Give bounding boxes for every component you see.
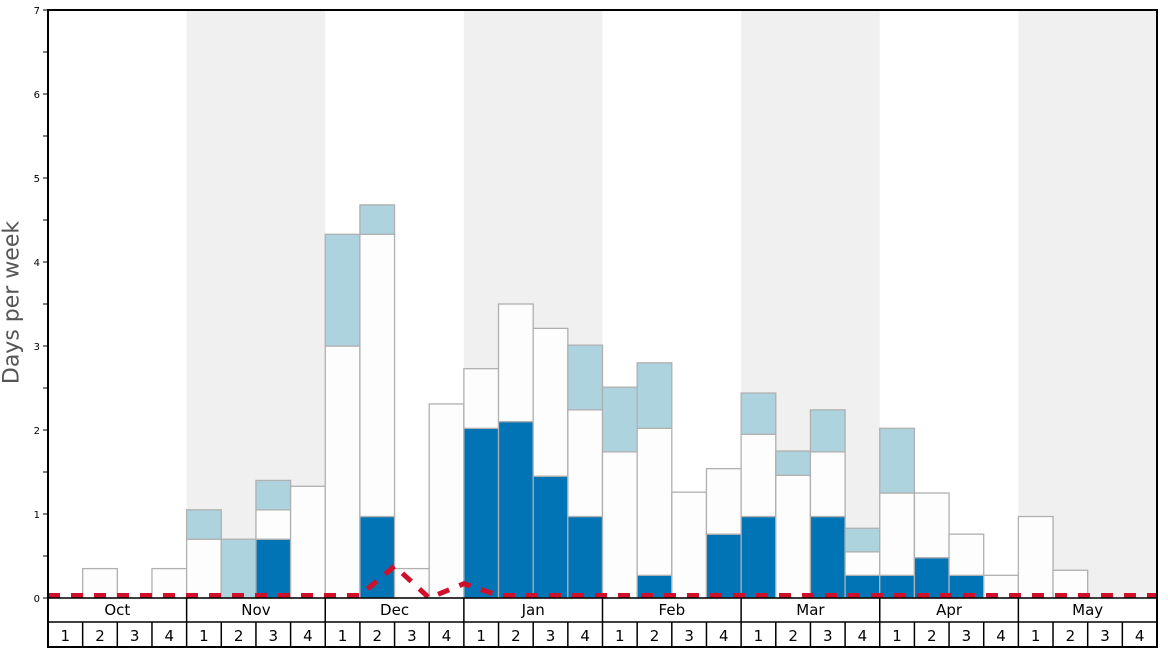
bar-segment	[220, 538, 257, 599]
week-label: 4	[303, 627, 313, 645]
bar-segment	[705, 467, 742, 535]
bar-segment	[324, 233, 361, 347]
week-label: 4	[580, 627, 590, 645]
bar-segment	[1017, 515, 1054, 599]
bar-segment	[879, 427, 916, 494]
week-label: 3	[546, 627, 556, 645]
week-label: 1	[476, 627, 486, 645]
bar-segment	[497, 303, 534, 423]
y-tick-label: 7	[34, 6, 40, 17]
bar-segment	[289, 485, 326, 599]
bar-segment	[775, 450, 812, 477]
month-label-dec: Dec	[380, 601, 409, 619]
bar-segment	[636, 427, 673, 576]
bar-segment	[359, 515, 396, 599]
bar-segment	[705, 533, 742, 599]
bar-segment	[497, 420, 534, 599]
month-label-may: May	[1072, 601, 1103, 619]
bar-segment	[809, 451, 846, 518]
month-label-feb: Feb	[659, 601, 686, 619]
week-label: 2	[788, 627, 798, 645]
bar-segment	[809, 515, 846, 599]
y-tick-label: 3	[34, 342, 40, 353]
week-label: 2	[1066, 627, 1076, 645]
week-label: 3	[268, 627, 278, 645]
month-label-jan: Jan	[521, 601, 545, 619]
bar-segment	[428, 403, 465, 599]
month-label-mar: Mar	[796, 601, 825, 619]
month-label-oct: Oct	[104, 601, 130, 619]
week-label: 3	[962, 627, 972, 645]
week-label: 2	[927, 627, 937, 645]
week-label: 2	[372, 627, 382, 645]
week-label: 1	[615, 627, 625, 645]
week-label: 1	[754, 627, 764, 645]
month-label-nov: Nov	[241, 601, 270, 619]
week-label: 1	[199, 627, 209, 645]
week-label: 1	[892, 627, 902, 645]
week-label: 4	[719, 627, 729, 645]
bar-segment	[359, 233, 396, 518]
week-label: 4	[165, 627, 175, 645]
bar-segment	[463, 427, 500, 599]
y-tick-label: 1	[34, 510, 40, 521]
week-label: 4	[858, 627, 868, 645]
week-label: 1	[61, 627, 71, 645]
bar-segment	[948, 533, 985, 576]
y-axis: 0 1 2 3 4 5 6 7	[34, 6, 49, 605]
bar-segment	[740, 392, 777, 435]
bar-segment	[463, 368, 500, 429]
bar-segment	[913, 492, 950, 559]
bar-segment	[636, 362, 673, 429]
y-tick-label: 0	[34, 594, 40, 605]
y-tick-label: 2	[34, 426, 40, 437]
bar-segment	[809, 409, 846, 453]
week-label: 4	[996, 627, 1006, 645]
week-label: 3	[1100, 627, 1110, 645]
bar-segment	[671, 491, 708, 599]
bar-segment	[255, 509, 292, 540]
month-label-apr: Apr	[936, 601, 963, 619]
y-tick-label: 6	[34, 90, 40, 101]
week-label: 3	[130, 627, 140, 645]
bar-segment	[359, 204, 396, 235]
y-tick-label: 5	[34, 174, 40, 185]
week-label: 2	[234, 627, 244, 645]
bar-segment	[844, 527, 881, 553]
bar-segment	[255, 479, 292, 511]
y-tick-label: 4	[34, 258, 40, 269]
week-label: 4	[442, 627, 452, 645]
month-shade-may	[1018, 10, 1157, 598]
week-label: 2	[95, 627, 105, 645]
bar-segment	[567, 409, 604, 518]
bar-segment	[740, 515, 777, 599]
x-axis: Oct 1 2 3 4 Nov 1 2 3 4 Dec 1 2 3 4 Jan 1 2 3 4 Feb 1 2 3 4 Mar 1 2…	[48, 597, 1157, 647]
bar-segment	[324, 345, 361, 599]
bar-segment	[740, 433, 777, 518]
bars	[82, 204, 1089, 599]
week-label: 2	[511, 627, 521, 645]
bar-segment	[185, 538, 222, 599]
week-label: 1	[338, 627, 348, 645]
bar-segment	[844, 551, 881, 576]
bar-segment	[185, 509, 222, 540]
bar-segment	[879, 492, 916, 576]
week-label: 4	[1135, 627, 1145, 645]
bar-segment	[567, 515, 604, 599]
week-label: 3	[407, 627, 417, 645]
plot-frame	[47, 9, 1158, 648]
bar-segment	[913, 557, 950, 599]
bar-segment	[775, 474, 812, 599]
bar-segment	[567, 344, 604, 411]
week-label: 3	[823, 627, 833, 645]
bar-segment	[532, 327, 569, 477]
bar-segment	[601, 451, 638, 599]
bar-segment	[255, 538, 292, 599]
week-label: 2	[650, 627, 660, 645]
bar-segment	[601, 386, 638, 453]
bar-segment	[532, 475, 569, 599]
week-label: 1	[1031, 627, 1041, 645]
week-label: 3	[684, 627, 694, 645]
